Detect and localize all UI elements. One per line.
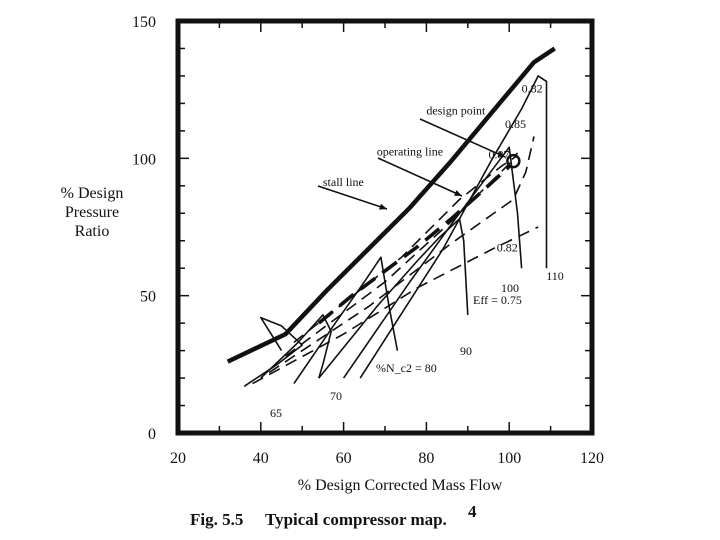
operating-line — [317, 165, 511, 325]
annotation-label: 0.82 — [522, 81, 543, 95]
efficiency-contour — [293, 154, 518, 344]
axis-ticks: 20 40 60 80 100 120 0 50 100 150 — [132, 14, 604, 467]
y-axis-label-line: Ratio — [75, 223, 110, 240]
x-tick-label: 60 — [336, 450, 352, 467]
y-axis-label: % Design Pressure Ratio — [61, 185, 124, 240]
stall-line — [226, 46, 556, 364]
y-tick-label: 100 — [132, 151, 156, 168]
operating-line-arrow-head — [454, 190, 462, 196]
y-axis-label-line: % Design — [61, 185, 124, 202]
stall-line-arrow-head — [379, 203, 387, 210]
speed-line-label: 65 — [270, 406, 282, 420]
y-axis-label-line: Pressure — [65, 204, 119, 221]
annotation-label: 0.85 — [505, 117, 526, 131]
efficiency-contour — [285, 152, 519, 357]
annotation-label: design point — [426, 103, 486, 117]
speed-line-label: 110 — [546, 269, 564, 283]
y-tick-label: 50 — [140, 289, 156, 306]
speed-line-label: 70 — [330, 389, 342, 403]
efficiency-contour — [268, 136, 535, 374]
speed-line-label: %N_c2 = 80 — [376, 361, 437, 375]
speed-line — [260, 314, 332, 379]
labels: 65 70 %N_c2 = 80 90 100 110 Eff = 0.75 0.82 0.85… — [270, 81, 564, 420]
x-axis-label: % Design Corrected Mass Flow — [298, 477, 503, 494]
annotation-label: 0.82 — [497, 241, 518, 255]
speed-line-label: 100 — [501, 281, 519, 295]
speed-line-label: 90 — [460, 344, 472, 358]
efficiency-label: Eff = 0.75 — [473, 293, 522, 307]
x-tick-label: 40 — [253, 450, 269, 467]
caption-superscript: 4 — [468, 502, 477, 521]
design-point-arrow-head — [497, 151, 506, 158]
figure-caption: Fig. 5.5 Typical compressor map. 4 — [190, 502, 477, 529]
design-point-arrow — [419, 118, 506, 158]
y-tick-label: 150 — [132, 14, 156, 31]
speed-line — [318, 218, 469, 379]
speed-line — [359, 75, 548, 379]
x-tick-label: 100 — [497, 450, 521, 467]
speed-line — [342, 146, 523, 379]
curves — [226, 46, 556, 387]
operating-line-arrow — [377, 157, 463, 197]
caption-text: Typical compressor map. — [265, 510, 447, 529]
stall-line-arrow — [317, 185, 388, 210]
design-point-marker — [506, 153, 521, 169]
speed-line — [293, 256, 399, 385]
annotation-label: stall line — [323, 175, 364, 189]
caption-number: Fig. 5.5 — [190, 510, 243, 529]
x-tick-label: 80 — [418, 450, 434, 467]
y-tick-label: 0 — [148, 426, 156, 443]
x-tick-label: 120 — [580, 450, 604, 467]
x-tick-label: 20 — [170, 450, 186, 467]
annotation-label: operating line — [377, 145, 443, 159]
